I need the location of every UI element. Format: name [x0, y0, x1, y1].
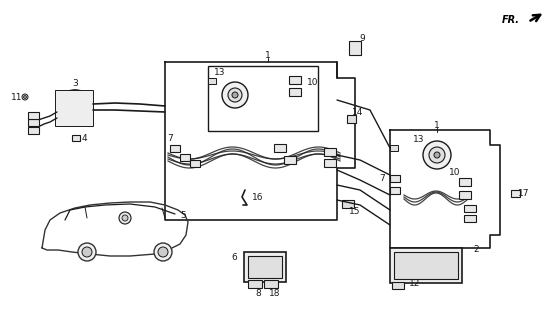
Bar	[347, 115, 356, 123]
Text: 5: 5	[180, 211, 186, 220]
Circle shape	[70, 103, 80, 113]
Circle shape	[158, 247, 168, 257]
Bar	[324, 159, 336, 167]
Text: 12: 12	[409, 278, 421, 287]
Bar	[28, 112, 39, 119]
Text: 4: 4	[81, 133, 87, 142]
Text: 16: 16	[252, 193, 264, 202]
Circle shape	[154, 243, 172, 261]
Bar	[392, 282, 404, 289]
Bar	[324, 148, 336, 156]
Text: FR.: FR.	[502, 15, 520, 25]
Circle shape	[119, 212, 131, 224]
Bar	[72, 135, 80, 141]
Bar	[390, 175, 400, 182]
Circle shape	[78, 243, 96, 261]
Text: 11: 11	[11, 92, 23, 101]
Bar	[459, 191, 471, 199]
Text: 10: 10	[307, 77, 319, 86]
Bar	[170, 145, 180, 152]
Circle shape	[64, 97, 86, 119]
Circle shape	[434, 152, 440, 158]
Bar	[464, 205, 476, 212]
Circle shape	[57, 90, 93, 126]
Bar	[284, 156, 296, 164]
Bar	[28, 127, 39, 134]
Text: 3: 3	[72, 78, 78, 87]
Circle shape	[22, 94, 28, 100]
Circle shape	[23, 95, 27, 99]
Bar	[244, 252, 286, 282]
Bar	[390, 248, 462, 283]
Text: 8: 8	[255, 289, 261, 298]
Text: 18: 18	[269, 289, 281, 298]
Bar	[459, 178, 471, 186]
Bar	[180, 154, 190, 161]
Bar	[289, 88, 301, 96]
Circle shape	[228, 88, 242, 102]
Text: 9: 9	[359, 34, 365, 43]
Text: 13: 13	[413, 134, 425, 143]
Bar	[208, 78, 216, 84]
Text: 17: 17	[518, 188, 530, 197]
Bar	[55, 90, 93, 126]
Circle shape	[232, 92, 238, 98]
Text: 2: 2	[473, 245, 479, 254]
Circle shape	[82, 247, 92, 257]
Text: 7: 7	[379, 173, 385, 182]
Circle shape	[423, 141, 451, 169]
Text: 15: 15	[349, 207, 361, 217]
Bar	[264, 280, 278, 288]
Text: 14: 14	[353, 108, 364, 116]
Bar	[349, 41, 361, 55]
Bar	[248, 256, 282, 278]
Bar	[342, 200, 354, 208]
Circle shape	[222, 82, 248, 108]
Circle shape	[122, 215, 128, 221]
Bar	[274, 144, 286, 152]
Text: 7: 7	[167, 133, 173, 142]
Bar	[289, 76, 301, 84]
Bar	[464, 215, 476, 222]
Bar	[511, 190, 520, 197]
Bar	[248, 280, 262, 288]
Text: 13: 13	[214, 68, 226, 76]
Circle shape	[429, 147, 445, 163]
Bar	[394, 252, 458, 279]
Text: 1: 1	[434, 121, 440, 130]
Text: 6: 6	[231, 253, 237, 262]
Bar	[208, 66, 318, 131]
Text: 10: 10	[449, 167, 461, 177]
Bar	[390, 187, 400, 194]
Text: 1: 1	[265, 51, 271, 60]
Bar	[190, 160, 200, 167]
Bar	[28, 119, 39, 126]
Bar	[390, 145, 398, 151]
